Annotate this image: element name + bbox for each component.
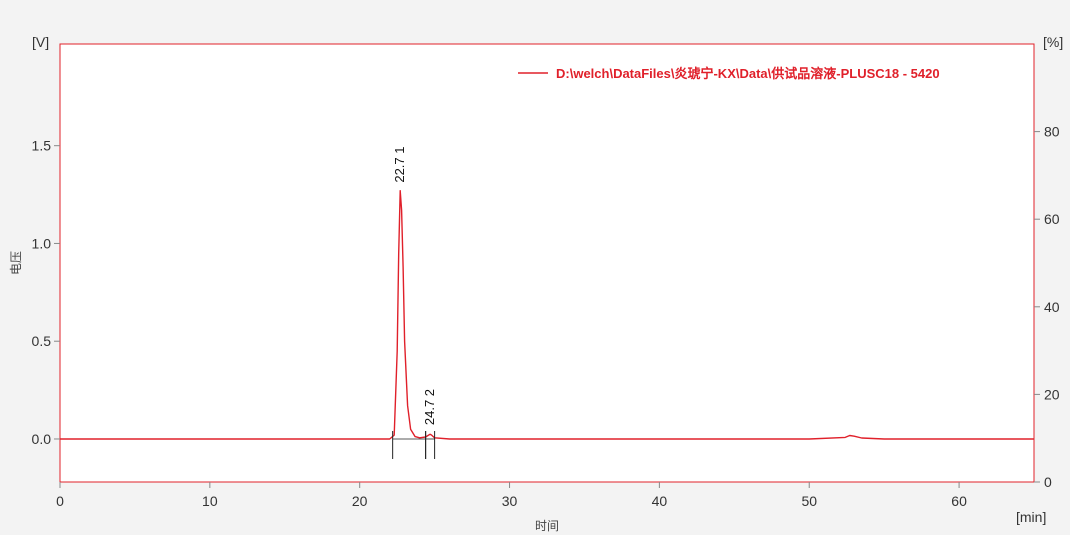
y2-tick-label-0: 0 [1044,474,1052,490]
legend-label: D:\welch\DataFiles\炎琥宁-KX\Data\供试品溶液-PLU… [556,66,940,81]
axes-layer: 0 10 20 30 40 50 60 0.0 0.5 1.0 1.5 0 20 40 60 80 [32,124,1060,509]
x-tick-label-6: 60 [951,493,967,509]
peak-1-label: 22.7 1 [392,146,407,182]
x-axis-title: 时间 [535,519,559,533]
series-layer [60,189,1034,440]
y2-tick-label-4: 80 [1044,124,1060,140]
y2-axis-unit: [%] [1043,34,1063,50]
plot-area [59,43,1035,483]
x-tick-label-4: 40 [652,493,668,509]
y-tick-label-1: 0.5 [32,333,52,349]
x-tick-label-3: 30 [502,493,518,509]
y-tick-label-2: 1.0 [32,235,52,251]
y-tick-label-0: 0.0 [32,431,52,447]
x-tick-label-1: 10 [202,493,218,509]
x-tick-label-5: 50 [801,493,817,509]
y2-tick-label-3: 60 [1044,211,1060,227]
x-axis-unit: [min] [1016,509,1046,525]
peaks-layer: 22.7 1 24.7 2 [392,146,437,459]
y-axis-unit: [V] [32,34,49,50]
y-axis-title: 电压 [9,251,23,275]
y2-tick-label-2: 40 [1044,299,1060,315]
x-tick-label-2: 20 [352,493,368,509]
y2-tick-label-1: 20 [1044,386,1060,402]
y-tick-label-3: 1.5 [32,138,52,154]
peak-2-label: 24.7 2 [422,389,437,425]
series-line-0 [60,189,1034,440]
x-tick-label-0: 0 [56,493,64,509]
